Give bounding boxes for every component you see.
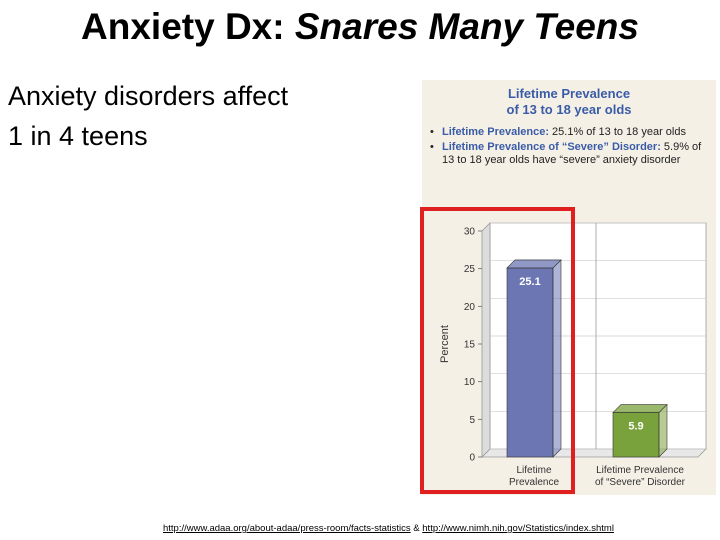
figure-bullet: • Lifetime Prevalence of “Severe” Disorde… [428,141,710,167]
y-tick-label: 25 [464,264,476,275]
body-line-1: Anxiety disorders affect [8,81,289,111]
slide-title-main: Anxiety Dx: [81,6,295,47]
footer-link-adaa[interactable]: http://www.adaa.org/about-adaa/press-roo… [163,523,411,534]
bar-side [552,259,562,458]
bullet-dot: • [430,126,434,138]
bar-value-label: 5.9 [628,421,643,433]
bar-top [612,404,668,413]
y-axis-title: Percent [439,325,451,363]
figure-heading-line-1: Lifetime Prevalence [507,86,631,101]
footer-link-nimh[interactable]: http://www.nimh.nih.gov/Statistics/index… [422,523,614,534]
y-tick-label: 15 [464,340,476,351]
bar-front [612,412,660,458]
slide-body: Anxiety disorders affect 1 in 4 teens [8,76,288,156]
x-category-label: Lifetime [516,465,551,476]
y-tick-label: 0 [469,453,475,464]
bar-value-label: 25.1 [519,276,540,288]
bullet-label: Lifetime Prevalence of “Severe” Disorder… [442,141,661,153]
bar-side [658,403,668,458]
bullet-dot: • [430,141,434,153]
slide-title: Anxiety Dx: Snares Many Teens [0,4,720,50]
y-tick-label: 20 [464,302,476,313]
footer-separator: & [410,523,423,534]
body-line-2: 1 in 4 teens [8,121,148,151]
figure-bullet: • Lifetime Prevalence: 25.1% of 13 to 18 … [428,126,710,139]
highlight-box [420,207,575,494]
bar-front [506,267,554,458]
x-category-label: Lifetime Prevalence [596,465,684,476]
bullet-text: 5.9% of 13 to 18 year olds have “severe”… [442,141,702,166]
figure-heading: Lifetime Prevalence of 13 to 18 year old… [422,86,716,118]
y-tick-label: 5 [469,415,475,426]
slide-title-italic: Snares Many Teens [294,6,639,47]
figure-heading-line-2: of 13 to 18 year olds [506,102,632,117]
footer-citation: http://www.adaa.org/about-adaa/press-roo… [163,523,614,534]
y-tick-label: 10 [464,377,476,388]
x-category-label: of “Severe” Disorder [595,477,686,488]
bullet-label: Lifetime Prevalence: [442,126,549,138]
y-tick-label: 30 [464,227,476,238]
prevalence-bar-chart: 0 5 10 15 20 25 30 Percent 25.1 LifetimePrevalenc… [439,222,707,488]
figure-bullets: • Lifetime Prevalence: 25.1% of 13 to 18 … [428,126,710,169]
x-category-label: Prevalence [509,477,559,488]
bullet-text: 25.1% of 13 to 18 year olds [549,126,686,138]
